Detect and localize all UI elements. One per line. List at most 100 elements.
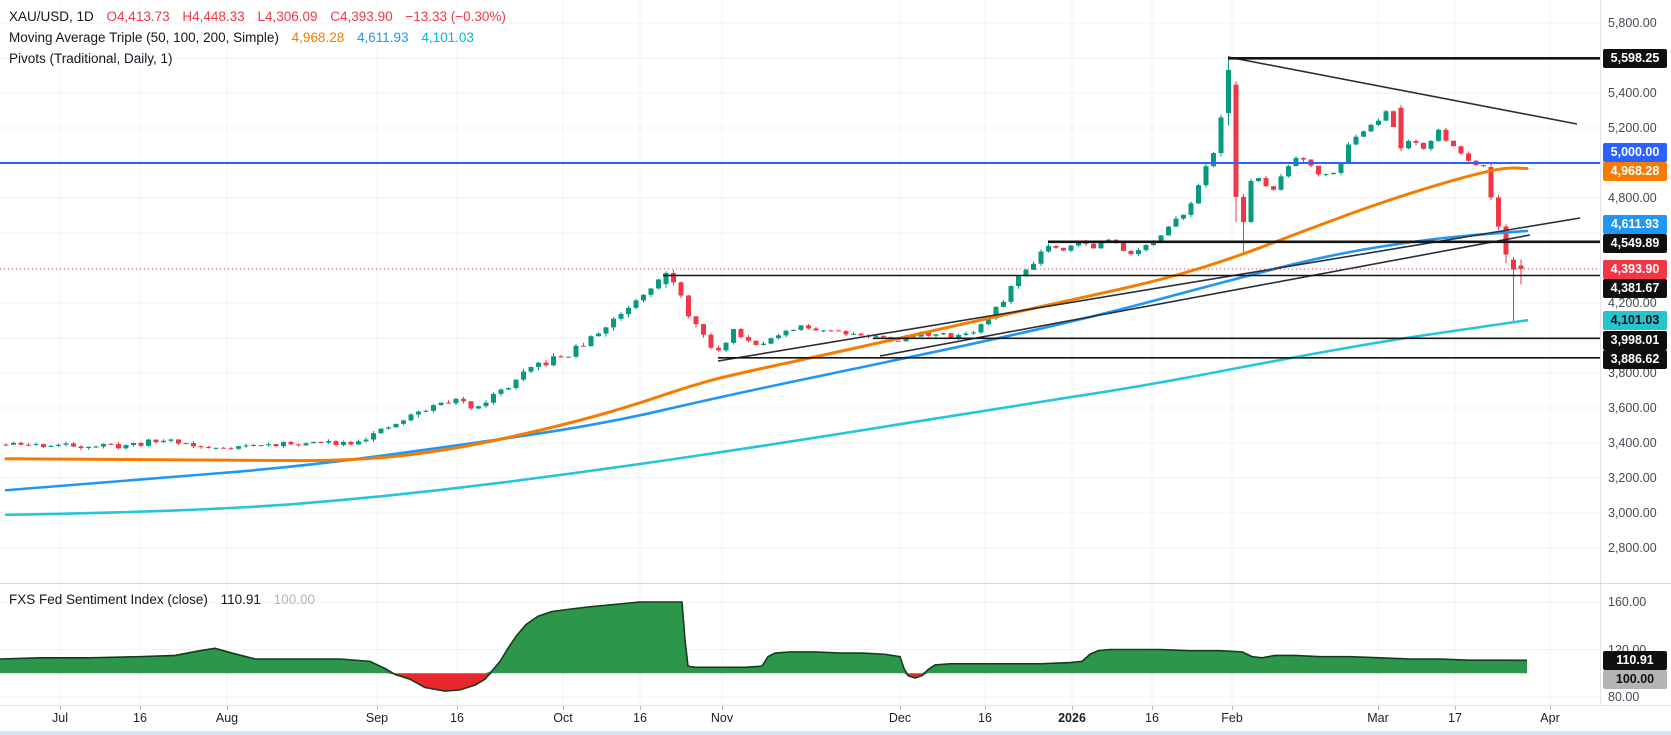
candle-body	[1256, 178, 1261, 182]
candle-body	[701, 324, 706, 335]
candle-body	[228, 448, 234, 450]
candle-body	[356, 441, 361, 445]
candle-body	[1518, 265, 1524, 270]
ma-line[interactable]	[4, 229, 1529, 492]
sentiment-line[interactable]	[0, 601, 1528, 692]
candle-body	[1121, 243, 1126, 251]
candle-body	[161, 440, 166, 443]
candle-body	[48, 445, 54, 447]
candle-body	[1038, 251, 1044, 264]
time-tick-label: 16	[450, 711, 464, 725]
trendline[interactable]	[717, 217, 1581, 362]
candle-body	[1068, 245, 1074, 251]
candle-body	[1173, 218, 1179, 227]
candle-body	[71, 443, 76, 447]
candle-body	[821, 330, 826, 332]
time-tick-label: 16	[633, 711, 647, 725]
ma-legend-row[interactable]: Moving Average Triple (50, 100, 200, Sim…	[9, 27, 506, 48]
candle-body	[513, 379, 519, 389]
candle-body	[408, 414, 414, 421]
trendline[interactable]	[879, 234, 1531, 357]
low-value: L4,306.09	[257, 9, 318, 24]
candle-body	[213, 447, 219, 449]
candle-body	[971, 332, 976, 334]
indicator-label-badge: 100.00	[1603, 669, 1667, 689]
candle-body	[708, 334, 714, 348]
candle-body	[243, 445, 249, 447]
time-tick-label: Apr	[1540, 711, 1560, 725]
time-tick	[1152, 706, 1153, 710]
price-axis[interactable]: 5,800.00 5,400.00 5,200.00 4,800.00 4,200.00…	[1600, 0, 1671, 731]
sentiment-area-above	[0, 602, 1527, 674]
time-tick	[1378, 706, 1379, 710]
candle-body	[236, 446, 241, 449]
price-tick-label: 3,600.00	[1608, 401, 1657, 415]
candle-body	[341, 441, 346, 445]
candle-body	[1226, 69, 1231, 114]
candle-body	[1166, 226, 1171, 236]
candle-body	[528, 366, 534, 372]
price-tick-label: 3,200.00	[1608, 471, 1657, 485]
candle-body	[813, 328, 819, 331]
candle-body	[963, 333, 969, 335]
candle-body	[723, 342, 729, 351]
price-pane-canvas[interactable]	[0, 0, 1600, 583]
candle-body	[588, 336, 594, 347]
candle-body	[318, 441, 324, 443]
candle-body	[116, 444, 121, 449]
candle-body	[1466, 153, 1471, 161]
candle-body	[146, 439, 151, 446]
candle-body	[791, 329, 796, 331]
candle-body	[183, 442, 189, 444]
candle-body	[393, 423, 399, 428]
candle-body	[63, 443, 69, 445]
sentiment-area-below	[0, 673, 1527, 692]
candle-body	[1338, 162, 1344, 173]
candle-body	[948, 333, 954, 339]
open-value: O4,413.73	[106, 9, 170, 24]
time-tick	[1232, 706, 1233, 710]
candle-body	[671, 273, 676, 283]
pivots-legend-row[interactable]: Pivots (Traditional, Daily, 1)	[9, 48, 506, 69]
candle-body	[3, 444, 9, 446]
candle-body	[581, 345, 586, 347]
candle-body	[836, 330, 841, 332]
symbol-legend-row[interactable]: XAU/USD, 1D O4,413.73 H4,448.33 L4,306.0…	[9, 6, 506, 27]
time-tick-label: Jul	[52, 711, 68, 725]
ma-line[interactable]	[4, 166, 1529, 463]
candle-body	[1001, 301, 1006, 307]
indicator-pane-canvas[interactable]	[0, 584, 1600, 705]
candle-body	[1136, 250, 1141, 255]
ma-line[interactable]	[4, 319, 1529, 517]
candle-body	[1128, 250, 1134, 255]
candle-body	[828, 330, 834, 332]
candle-body	[123, 445, 129, 449]
ma-indicator-title: Moving Average Triple (50, 100, 200, Sim…	[9, 30, 279, 45]
candle-body	[768, 338, 774, 344]
candle-body	[333, 441, 339, 445]
trendline[interactable]	[1227, 56, 1578, 125]
candle-body	[371, 433, 376, 440]
candle-body	[1428, 140, 1434, 149]
candle-body	[1511, 259, 1516, 270]
candle-body	[1061, 247, 1066, 251]
change-value: −13.33 (−0.30%)	[405, 9, 506, 24]
time-axis[interactable]: Jul 16 Aug Sep 16 Oct 16 Nov Dec 16 2026 16 Feb Mar 17…	[0, 705, 1671, 732]
candle-body	[573, 345, 579, 357]
candle-body	[191, 442, 196, 447]
candle-body	[603, 327, 609, 334]
candle-body	[348, 441, 354, 445]
candle-body	[251, 445, 256, 447]
candle-body	[1376, 120, 1381, 125]
candle-body	[273, 444, 279, 447]
sentiment-legend-row[interactable]: FXS Fed Sentiment Index (close) 110.91 1…	[9, 589, 315, 610]
candle-body	[1158, 235, 1164, 243]
candle-body	[776, 335, 781, 339]
time-tick-label: 16	[978, 711, 992, 725]
candle-body	[633, 300, 639, 308]
candle-body	[993, 306, 999, 319]
candle-body	[11, 442, 16, 445]
price-label-badge: 5,598.25	[1603, 48, 1667, 68]
sentiment-value: 110.91	[220, 592, 261, 607]
pane-divider[interactable]	[0, 583, 1671, 584]
